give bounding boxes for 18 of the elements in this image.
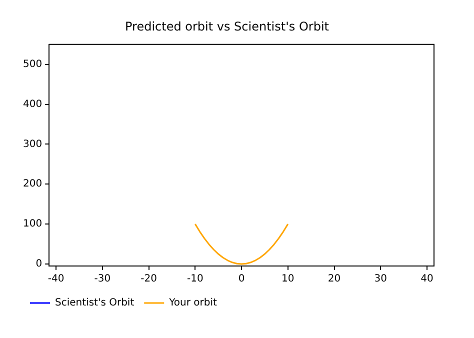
y-tick-label: 300 <box>22 138 42 150</box>
y-tick-label: 100 <box>22 218 42 230</box>
x-tick-label: -10 <box>186 274 204 285</box>
y-tick-label: 500 <box>22 58 42 70</box>
x-tick-label: -40 <box>48 274 64 285</box>
legend-label: Scientist's Orbit <box>55 298 134 309</box>
x-tick-label: 20 <box>328 274 341 285</box>
x-tick-label: 40 <box>420 274 434 285</box>
y-tick-label: 200 <box>22 178 42 190</box>
x-tick-label: 0 <box>238 274 245 285</box>
chart-title: Predicted orbit vs Scientist's Orbit <box>125 19 330 34</box>
x-tick-label: 10 <box>282 274 294 285</box>
y-tick-label: 0 <box>36 258 42 270</box>
x-tick-label: -20 <box>140 274 157 285</box>
x-tick-label: 30 <box>374 274 388 285</box>
y-tick-label: 400 <box>22 98 42 110</box>
x-tick-label: -30 <box>94 274 111 285</box>
legend-label: Your orbit <box>168 298 217 309</box>
